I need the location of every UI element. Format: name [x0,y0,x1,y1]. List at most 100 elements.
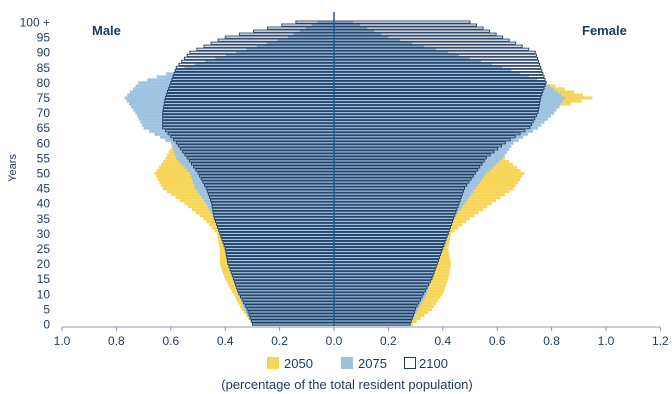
bar-2075-female-age-66 [334,123,542,127]
x-tick-label: 0.4 [434,334,451,348]
bar-2075-male-age-51 [187,168,334,172]
bar-2075-female-age-99 [334,24,361,28]
y-axis-label: Years [7,154,19,182]
bar-2075-male-age-73 [128,102,334,106]
x-tick-label: 0.8 [543,334,560,348]
bar-2075-male-age-9 [239,295,334,299]
bar-2075-female-age-70 [334,111,555,115]
bar-2075-male-age-37 [211,211,334,215]
bar-2075-male-age-90 [236,51,334,55]
y-tick-label: 0 [43,318,50,332]
y-tick-label: 100 + [20,16,50,30]
bar-2075-male-age-83 [165,72,334,76]
legend-label-2050: 2050 [284,356,313,371]
bar-2075-female-age-92 [334,45,425,49]
bar-2075-male-age-86 [194,63,334,67]
bar-2075-female-age-25 [334,247,443,251]
bar-2075-female-age-50 [334,171,487,175]
bar-2075-female-age-87 [334,60,481,64]
bar-2075-female-age-44 [334,190,474,194]
legend-swatch-2100 [404,357,416,369]
x-tick-label: 0.2 [380,334,397,348]
bar-2075-female-age-29 [334,235,448,239]
bar-2075-female-age-93 [334,42,413,46]
bar-2075-female-age-1 [334,319,412,323]
bar-2075-female-age-7 [334,301,422,305]
bar-2075-male-age-91 [246,48,334,52]
bar-2075-male-age-42 [201,196,334,200]
bar-2075-male-age-93 [267,42,334,46]
bar-2075-female-age-14 [334,280,431,284]
bar-2075-female-age-37 [334,211,459,215]
bar-2075-female-age-32 [334,226,451,230]
bar-2075-female-age-84 [334,69,512,73]
bar-2075-female-age-95 [334,36,389,40]
bar-2075-male-age-85 [184,66,334,70]
bar-2075-female-age-45 [334,187,476,191]
y-tick-label: 50 [37,167,51,181]
female-label: Female [582,23,627,38]
bar-2075-female-age-17 [334,271,435,275]
bar-2075-male-age-30 [219,232,334,236]
bar-2075-male-age-100 [317,20,334,24]
bar-2075-female-age-22 [334,256,440,260]
bar-2075-female-age-79 [334,84,550,88]
bar-2075-female-age-73 [334,102,561,106]
bar-2075-male-age-13 [235,283,334,287]
x-tick-label: 0.8 [108,334,125,348]
bar-2075-female-age-27 [334,241,445,245]
bar-2075-male-age-22 [226,256,334,260]
bar-2075-male-age-40 [206,202,334,206]
bar-2100-female-age-100 [333,20,471,24]
bar-2075-male-age-96 [293,33,334,37]
bar-2075-male-age-17 [231,271,334,275]
bar-2075-male-age-47 [193,181,334,185]
y-tick-label: 5 [43,302,50,316]
bar-2075-female-age-13 [334,283,430,287]
bar-2075-male-age-12 [236,286,334,290]
bar-2075-male-age-50 [189,171,334,175]
bar-2075-female-age-38 [334,208,461,212]
legend-label-2100: 2100 [419,356,448,371]
bar-2075-male-age-80 [138,81,334,85]
bar-2075-male-age-5 [244,307,334,311]
bar-2075-male-age-38 [209,208,334,212]
legend-swatch-2075 [341,357,353,369]
bar-2075-male-age-79 [135,84,334,88]
bar-2075-male-age-89 [225,54,334,58]
bar-2075-female-age-62 [334,135,524,139]
bar-2075-male-age-94 [277,39,334,43]
legend-label-2075: 2075 [358,356,387,371]
bar-2075-female-age-12 [334,286,429,290]
bar-2075-female-age-71 [334,108,557,112]
bar-2075-female-age-19 [334,265,437,269]
bar-2075-female-age-76 [334,93,562,97]
x-tick-label: 1.2 [652,334,669,348]
bar-2075-male-age-20 [227,262,334,266]
bar-2075-male-age-4 [245,310,334,314]
bar-2075-female-age-21 [334,259,439,263]
bar-2075-female-age-35 [334,217,454,221]
bar-2075-female-age-3 [334,313,416,317]
bar-2075-male-age-35 [214,217,334,221]
bar-2075-male-age-19 [229,265,334,269]
bar-2075-female-age-43 [334,193,472,197]
bar-2075-female-age-55 [334,156,503,160]
bar-2075-female-age-24 [334,250,442,254]
bar-2075-female-age-51 [334,168,490,172]
bar-2075-female-age-77 [334,90,558,94]
x-tick-label: 0.6 [162,334,179,348]
bar-2075-male-age-75 [124,96,334,100]
bar-2075-female-age-49 [334,175,485,179]
bar-2075-male-age-34 [215,220,334,224]
y-tick-label: 85 [37,61,51,75]
bar-2075-male-age-59 [171,144,334,148]
bar-2075-female-age-90 [334,51,449,55]
x-axis-ticks: 1.0 0.8 0.6 0.4 0.2 0.0 0.2 0.4 0.6 0.8 1.0 1.2 [54,327,669,348]
bar-2075-female-age-48 [334,178,482,182]
bar-2075-female-age-64 [334,129,534,133]
bar-2075-female-age-80 [334,81,547,85]
bar-2075-male-age-46 [194,184,334,188]
bar-2075-female-age-82 [334,75,529,79]
